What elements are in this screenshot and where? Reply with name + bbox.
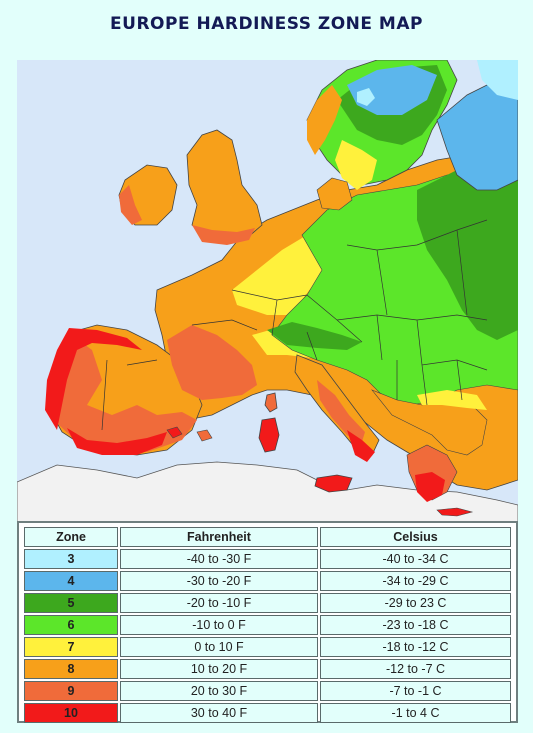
- zone-3-scandinavia: [357, 88, 375, 106]
- zone-4-finland: [436, 69, 518, 191]
- table-row: 3 -40 to -30 F -40 to -34 C: [24, 549, 511, 569]
- celsius-cell: -18 to -12 C: [320, 637, 511, 657]
- zone-9-ireland-coast: [119, 185, 142, 225]
- fahrenheit-cell: 30 to 40 F: [120, 703, 318, 723]
- zone-9-iberia: [49, 335, 197, 452]
- zone-3-north-east: [477, 60, 518, 100]
- table-row: 5 -20 to -10 F -29 to 23 C: [24, 593, 511, 613]
- country-borders: [101, 219, 488, 431]
- zone-7-balkans: [417, 390, 487, 410]
- zone-9-corsica: [264, 392, 278, 413]
- zone-8-norway-coast: [307, 85, 342, 155]
- celsius-cell: -7 to -1 C: [320, 681, 511, 701]
- celsius-cell: -1 to 4 C: [320, 703, 511, 723]
- fahrenheit-cell: -10 to 0 F: [120, 615, 318, 635]
- zone-legend: Zone Fahrenheit Celsius 3 -40 to -30 F -…: [17, 521, 518, 723]
- zone-7-scandinavia-coast: [335, 140, 377, 190]
- fahrenheit-cell: 20 to 30 F: [120, 681, 318, 701]
- fahrenheit-cell: -20 to -10 F: [120, 593, 318, 613]
- zone-swatch: 3: [24, 549, 118, 569]
- fahrenheit-cell: -30 to -20 F: [120, 571, 318, 591]
- zone-10-iberia-west: [45, 328, 142, 430]
- zone-8-denmark: [316, 177, 353, 211]
- zone-swatch: 6: [24, 615, 118, 635]
- zone-10-sardinia: [258, 417, 280, 453]
- zone-swatch: 4: [24, 571, 118, 591]
- zone-10-crete: [436, 507, 474, 517]
- zone-5-east: [417, 150, 518, 340]
- zone-swatch: 9: [24, 681, 118, 701]
- celsius-cell: -29 to 23 C: [320, 593, 511, 613]
- zone-10-greece-south: [415, 472, 445, 502]
- fahrenheit-cell: -40 to -30 F: [120, 549, 318, 569]
- celsius-cell: -12 to -7 C: [320, 659, 511, 679]
- table-row: 9 20 to 30 F -7 to -1 C: [24, 681, 511, 701]
- celsius-cell: -23 to -18 C: [320, 615, 511, 635]
- table-row: 7 0 to 10 F -18 to -12 C: [24, 637, 511, 657]
- table-row: 10 30 to 40 F -1 to 4 C: [24, 703, 511, 723]
- zone-swatch: 10: [24, 703, 118, 723]
- map-title: EUROPE HARDINESS ZONE MAP: [110, 14, 423, 34]
- fahrenheit-header: Fahrenheit: [120, 527, 318, 547]
- zone-9-france-south: [167, 325, 257, 400]
- zone-5-alps: [267, 322, 362, 350]
- table-row: 6 -10 to 0 F -23 to -18 C: [24, 615, 511, 635]
- zone-header: Zone: [24, 527, 118, 547]
- table-row: 8 10 to 20 F -12 to -7 C: [24, 659, 511, 679]
- zone-10-sicily: [314, 474, 353, 493]
- zone-10-balearic: [166, 426, 183, 439]
- zone-9-britain-south: [192, 225, 255, 245]
- hardiness-map: [17, 60, 518, 522]
- celsius-header: Celsius: [320, 527, 511, 547]
- zone-table: Zone Fahrenheit Celsius 3 -40 to -30 F -…: [22, 525, 513, 725]
- zone-table-header: Zone Fahrenheit Celsius: [24, 527, 511, 547]
- zone-8-britain: [186, 129, 263, 243]
- fahrenheit-cell: 10 to 20 F: [120, 659, 318, 679]
- zone-10-italy-south: [347, 430, 375, 462]
- celsius-cell: -34 to -29 C: [320, 571, 511, 591]
- zone-9-island-1: [196, 429, 213, 442]
- zone-swatch: 8: [24, 659, 118, 679]
- map-svg: [17, 60, 518, 522]
- fahrenheit-cell: 0 to 10 F: [120, 637, 318, 657]
- celsius-cell: -40 to -34 C: [320, 549, 511, 569]
- table-row: 4 -30 to -20 F -34 to -29 C: [24, 571, 511, 591]
- zone-swatch: 7: [24, 637, 118, 657]
- zone-swatch: 5: [24, 593, 118, 613]
- zone-9-italy: [317, 380, 365, 445]
- zone-10-iberia-south: [67, 428, 167, 455]
